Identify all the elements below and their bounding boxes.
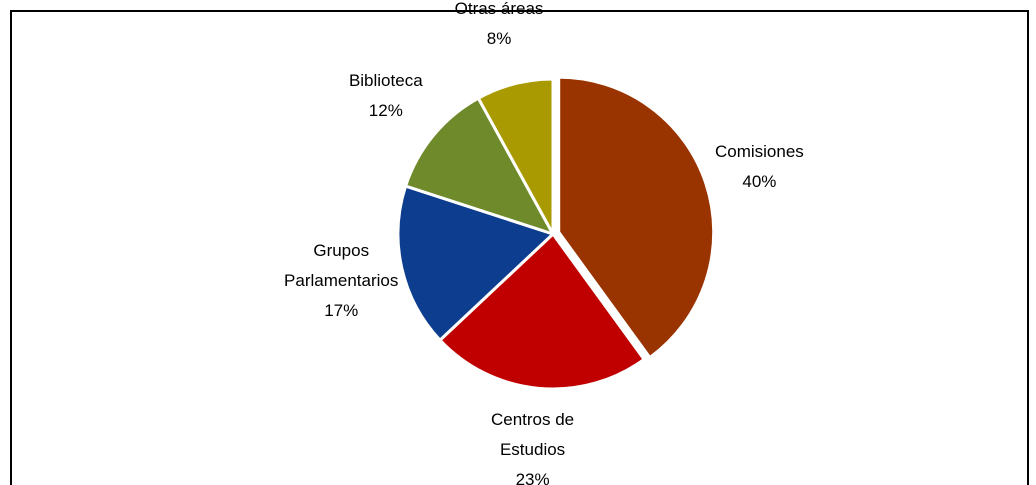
- value-label: 23%: [515, 470, 550, 485]
- value-label: 17%: [324, 301, 359, 321]
- value-label: 12%: [368, 100, 403, 120]
- category-label: Otras áreas: [454, 0, 544, 18]
- pie-slice: [557, 75, 716, 360]
- category-label: Biblioteca: [348, 70, 423, 90]
- pie-slice: [476, 77, 555, 236]
- chart-frame: [10, 10, 1029, 485]
- value-label: 40%: [742, 171, 777, 191]
- category-label: Centros de Estudios: [490, 410, 575, 460]
- category-label: Grupos Parlamentarios: [284, 241, 399, 291]
- category-label: Comisiones: [714, 141, 804, 161]
- slice-label: Biblioteca 12%: [321, 66, 451, 126]
- slice-label: Comisiones 40%: [694, 137, 824, 197]
- slice-label: Centros de Estudios 23%: [468, 405, 598, 485]
- slice-label: Otras áreas 8%: [434, 0, 564, 54]
- pie-slice: [438, 232, 646, 391]
- pie-slice: [396, 184, 555, 342]
- value-label: 8%: [486, 28, 512, 48]
- slice-label: Grupos Parlamentarios 17%: [276, 236, 406, 326]
- pie-slice: [404, 96, 555, 236]
